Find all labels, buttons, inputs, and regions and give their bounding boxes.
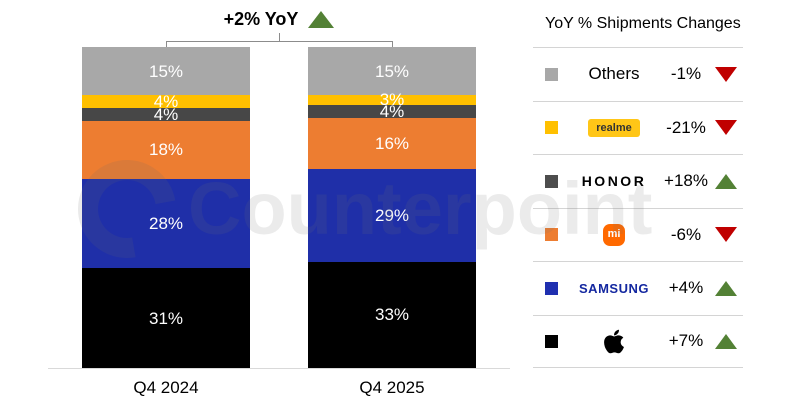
others-brand-label: Others — [588, 64, 640, 84]
apple-change-value: +7% — [668, 331, 704, 351]
legend-row-realme: realme -21% — [533, 100, 743, 155]
segment-value-label: 3% — [379, 90, 405, 110]
bar-segment-honor: 4% — [82, 104, 250, 124]
xiaomi-mi-logo-text: mi — [607, 228, 621, 241]
legend-panel: YoY % Shipments Changes Others -1% realm… — [533, 0, 743, 368]
trend-up-icon — [715, 173, 737, 189]
x-axis-label-q4-2024: Q4 2024 — [133, 378, 199, 397]
bar-segment-apple: 33% — [308, 262, 476, 368]
realme-color-swatch-icon — [545, 121, 558, 135]
legend-row-honor: HONOR +18% — [533, 154, 743, 208]
legend-row-samsung: SAMSUNG +4% — [533, 261, 743, 315]
bar-segment-honor: 4% — [308, 101, 476, 121]
realme-logo: realme — [588, 118, 640, 137]
legend-row-others: Others -1% — [533, 47, 743, 101]
yoy-growth-label-group: +2% YoY — [166, 7, 392, 31]
trend-down-icon — [715, 120, 737, 136]
bar-segment-apple: 31% — [82, 268, 250, 368]
bar-segment-xiaomi: 16% — [308, 117, 476, 169]
bar-segment-samsung: 29% — [308, 168, 476, 263]
x-axis-line — [48, 368, 510, 369]
stacked-bar-q4-2025: 15% 3% 4% 16% 29% 33% — [308, 47, 476, 368]
comparison-bracket — [166, 41, 393, 42]
legend-row-xiaomi: mi -6% — [533, 207, 743, 262]
stacked-bar-q4-2024: 15% 4% 4% 18% 28% 31% — [82, 47, 250, 368]
others-change-value: -1% — [670, 64, 702, 84]
bracket-center-tick — [279, 33, 280, 41]
xiaomi-change-value: -6% — [670, 224, 702, 244]
trend-down-icon — [715, 66, 737, 82]
segment-value-label: 4% — [153, 104, 179, 124]
honor-change-value: +18% — [664, 171, 708, 191]
segment-value-label: 31% — [148, 308, 184, 328]
samsung-logo: SAMSUNG — [579, 280, 649, 296]
bar-segment-others: 15% — [82, 47, 250, 96]
bracket-left-tick — [166, 41, 167, 47]
bar-segment-xiaomi: 18% — [82, 120, 250, 179]
yoy-growth-label: +2% YoY — [223, 8, 299, 29]
segment-value-label: 15% — [374, 61, 410, 81]
honor-color-swatch-icon — [545, 174, 558, 188]
realme-change-value: -21% — [666, 117, 706, 137]
trend-up-icon — [715, 280, 737, 296]
bar-segment-realme: 3% — [308, 91, 476, 108]
apple-color-swatch-icon — [545, 334, 558, 348]
legend-title: YoY % Shipments Changes — [545, 15, 741, 32]
trend-up-icon — [715, 333, 737, 349]
samsung-change-value: +4% — [668, 278, 704, 298]
samsung-color-swatch-icon — [545, 281, 558, 295]
segment-value-label: 28% — [148, 214, 184, 233]
trend-down-icon — [715, 227, 737, 243]
segment-value-label: 16% — [374, 133, 410, 153]
apple-logo-icon — [604, 329, 624, 354]
bar-segment-samsung: 28% — [82, 178, 250, 269]
segment-value-label: 4% — [153, 92, 179, 112]
others-color-swatch-icon — [545, 67, 558, 81]
trend-up-icon — [308, 10, 335, 28]
x-axis-label-q4-2025: Q4 2025 — [359, 378, 425, 397]
xiaomi-mi-logo: mi — [603, 223, 625, 246]
bracket-right-tick — [392, 41, 393, 47]
bar-segment-others: 15% — [308, 47, 476, 96]
segment-value-label: 29% — [374, 205, 410, 225]
segment-value-label: 4% — [379, 101, 405, 121]
legend-row-apple: +7% — [533, 314, 743, 368]
segment-value-label: 33% — [374, 305, 410, 325]
xiaomi-color-swatch-icon — [545, 228, 558, 242]
honor-logo: HONOR — [581, 173, 647, 190]
segment-value-label: 15% — [148, 61, 184, 81]
bar-segment-realme: 4% — [82, 92, 250, 112]
segment-value-label: 18% — [148, 140, 184, 160]
